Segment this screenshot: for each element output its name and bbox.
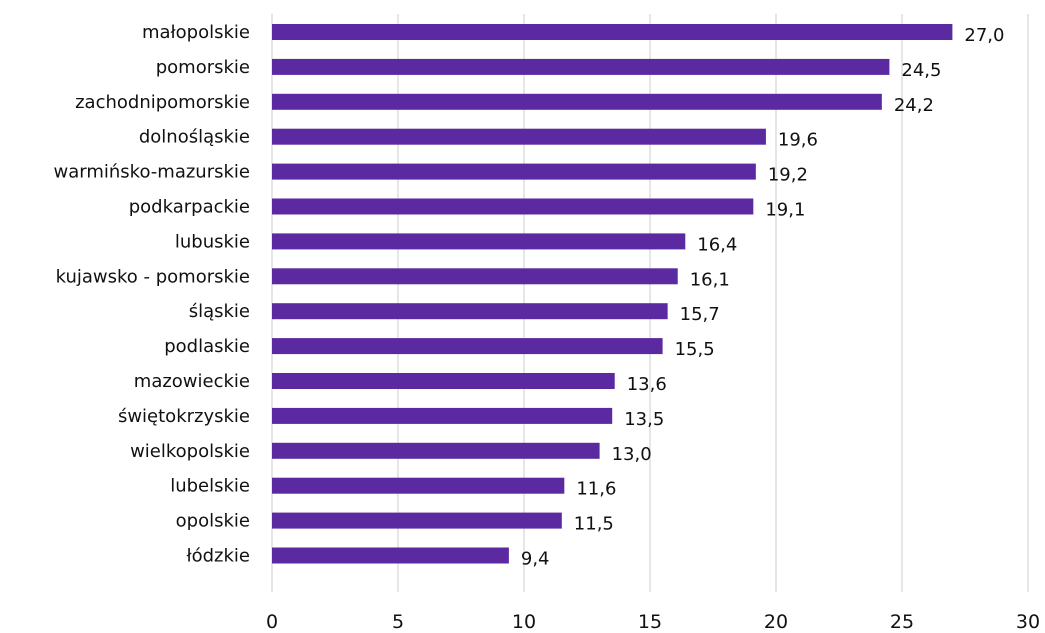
bar-7 — [272, 233, 686, 250]
bar-16 — [272, 547, 509, 564]
category-label-7: lubuskie — [175, 231, 250, 252]
category-labels: małopolskie pomorskie zachodnipomorskie dol… — [54, 22, 250, 567]
bar-12 — [272, 407, 613, 424]
bar-14 — [272, 477, 565, 494]
category-label-5: warmińsko-mazurskie — [54, 162, 250, 183]
value-label-1: 27,0 — [964, 25, 1004, 46]
value-label-15: 11,5 — [574, 514, 614, 535]
x-tick-label-10: 10 — [512, 611, 536, 633]
category-label-10: podlaskie — [164, 336, 250, 357]
bar-6 — [272, 198, 754, 215]
value-label-3: 24,2 — [894, 95, 934, 116]
bar-8 — [272, 268, 678, 285]
bar-3 — [272, 93, 882, 110]
bar-11 — [272, 373, 615, 389]
value-label-9: 15,7 — [680, 304, 720, 325]
x-axis-tick-labels: 0 5 10 15 20 25 30 — [266, 611, 1040, 633]
category-label-13: wielkopolskie — [130, 441, 250, 462]
bar-2 — [272, 58, 890, 75]
x-tick-label-20: 20 — [764, 611, 788, 633]
category-label-15: opolskie — [176, 511, 250, 532]
bar-13 — [272, 442, 600, 459]
bar-4 — [272, 128, 766, 145]
value-label-13: 13,0 — [612, 444, 652, 465]
category-label-1: małopolskie — [142, 22, 250, 43]
value-label-4: 19,6 — [778, 130, 818, 151]
category-label-11: mazowieckie — [134, 371, 250, 392]
value-label-10: 15,5 — [675, 339, 715, 360]
value-label-7: 16,4 — [697, 234, 737, 255]
bar-9 — [272, 303, 668, 320]
bars — [272, 24, 953, 564]
category-label-6: podkarpackie — [129, 197, 250, 218]
category-label-14: lubelskie — [170, 476, 250, 497]
bar-5 — [272, 163, 756, 180]
value-label-8: 16,1 — [690, 269, 730, 290]
x-tick-label-5: 5 — [392, 611, 404, 633]
category-label-12: świętokrzyskie — [118, 406, 250, 427]
value-label-12: 13,5 — [624, 409, 664, 430]
value-label-16: 9,4 — [521, 549, 550, 570]
category-label-4: dolnośląskie — [139, 127, 250, 148]
category-label-9: śląskie — [189, 301, 250, 322]
x-tick-label-30: 30 — [1016, 611, 1040, 633]
value-label-6: 19,1 — [765, 200, 805, 221]
value-label-2: 24,5 — [901, 60, 941, 81]
bar-10 — [272, 338, 663, 355]
x-tick-label-15: 15 — [638, 611, 662, 633]
grid-lines — [271, 14, 1029, 592]
value-label-11: 13,6 — [627, 374, 667, 395]
category-label-2: pomorskie — [156, 57, 250, 78]
category-label-16: łódzkie — [186, 546, 250, 567]
bar-1 — [272, 24, 953, 40]
category-label-3: zachodnipomorskie — [75, 92, 250, 113]
category-label-8: kujawsko - pomorskie — [56, 266, 250, 287]
x-tick-label-25: 25 — [890, 611, 914, 633]
bar-15 — [272, 512, 562, 529]
value-labels: 27,0 24,5 24,2 19,6 19,2 19,1 16,4 16,1 15,7 15,5… — [521, 25, 1005, 570]
value-label-5: 19,2 — [768, 165, 808, 186]
value-label-14: 11,6 — [576, 479, 616, 500]
x-tick-label-0: 0 — [266, 611, 278, 633]
